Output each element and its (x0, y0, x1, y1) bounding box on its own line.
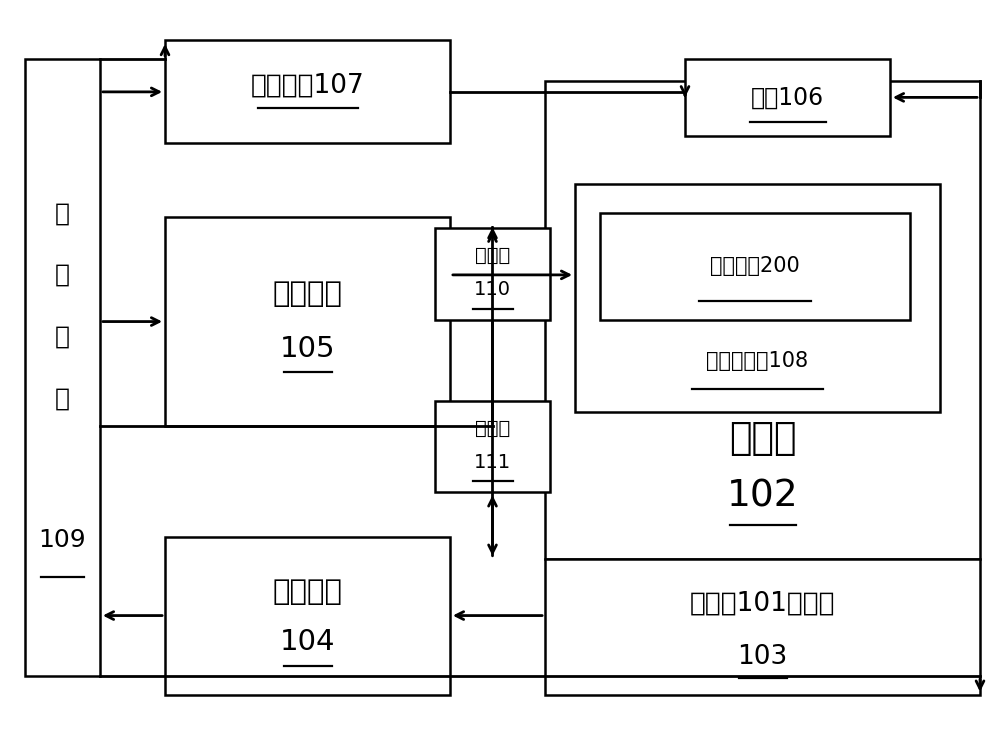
FancyBboxPatch shape (545, 559, 980, 695)
FancyBboxPatch shape (435, 228, 550, 320)
Text: 成像装置: 成像装置 (272, 578, 342, 606)
Text: 105: 105 (280, 335, 335, 363)
FancyBboxPatch shape (575, 184, 940, 412)
Text: 103: 103 (737, 644, 788, 670)
FancyBboxPatch shape (685, 59, 890, 136)
Text: 装: 装 (55, 325, 70, 348)
Text: 荧光源: 荧光源 (475, 246, 510, 265)
FancyBboxPatch shape (435, 401, 550, 492)
FancyBboxPatch shape (545, 81, 980, 559)
Text: 控: 控 (55, 263, 70, 287)
Text: 102: 102 (727, 478, 798, 514)
Text: 待测细胞200: 待测细胞200 (710, 257, 800, 276)
Text: 载物台: 载物台 (729, 421, 796, 457)
Text: 104: 104 (280, 628, 335, 656)
Text: 110: 110 (474, 280, 511, 299)
FancyBboxPatch shape (165, 40, 450, 143)
FancyBboxPatch shape (25, 59, 100, 676)
FancyBboxPatch shape (165, 217, 450, 426)
Text: 总: 总 (55, 201, 70, 225)
FancyBboxPatch shape (600, 213, 910, 320)
Text: 显微镜101的物镜: 显微镜101的物镜 (690, 590, 835, 617)
Text: 微流控芯片108: 微流控芯片108 (706, 351, 809, 371)
Text: 微注射器107: 微注射器107 (251, 73, 364, 99)
Text: 置: 置 (55, 387, 70, 410)
FancyBboxPatch shape (165, 537, 450, 695)
Text: 111: 111 (474, 453, 511, 472)
Text: 白光源: 白光源 (475, 419, 510, 437)
Text: 微控制器: 微控制器 (272, 280, 342, 308)
Text: 微针106: 微针106 (751, 85, 824, 110)
Text: 109: 109 (39, 528, 86, 553)
